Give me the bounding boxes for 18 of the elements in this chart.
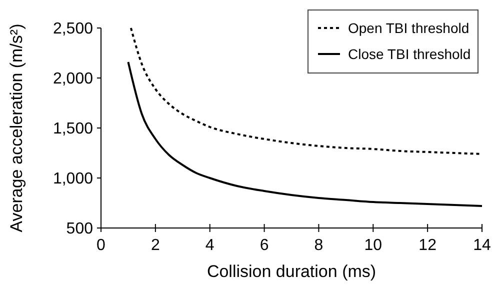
- x-tick-label: 12: [418, 237, 437, 254]
- y-tick-label: 2,000: [52, 70, 94, 88]
- x-tick-label: 14: [473, 237, 491, 254]
- legend-label: Close TBI threshold: [348, 46, 471, 62]
- x-tick-label: 6: [260, 237, 269, 254]
- x-tick-label: 2: [150, 237, 160, 254]
- x-tick-label: 4: [205, 237, 214, 254]
- x-tick-label: 0: [96, 237, 106, 254]
- y-axis-title: Average acceleration (m/s²): [7, 24, 26, 232]
- legend-label: Open TBI threshold: [348, 20, 470, 36]
- y-tick-label: 2,500: [52, 20, 94, 38]
- y-tick-label: 1,500: [52, 120, 94, 138]
- x-tick-label: 10: [364, 237, 382, 254]
- x-tick-label: 8: [314, 237, 324, 254]
- y-tick-label: 500: [66, 220, 94, 238]
- y-tick-label: 1,000: [52, 170, 94, 188]
- x-axis-title: Collision duration (ms): [206, 262, 376, 281]
- line-series: [127, 61, 483, 207]
